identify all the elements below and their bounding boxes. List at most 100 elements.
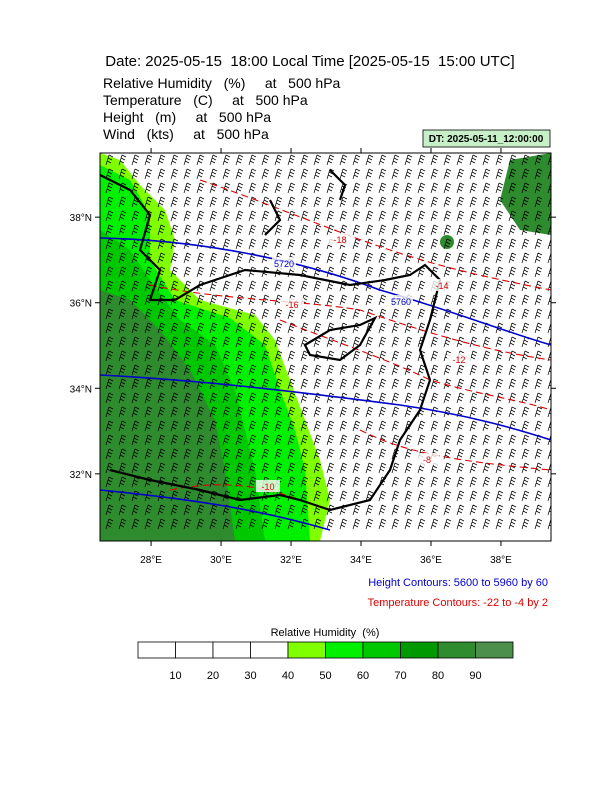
wind-barb [352, 238, 361, 250]
wind-barb [105, 196, 114, 208]
wind-barb [131, 350, 140, 362]
wind-barb [352, 504, 361, 516]
wind-barb [157, 168, 166, 180]
wind-barb [469, 182, 478, 194]
wind-barb [183, 434, 192, 446]
wind-barb [534, 168, 543, 180]
wind-barb [118, 336, 127, 348]
wind-barb [339, 490, 348, 502]
wind-barb [144, 392, 153, 404]
wind-barb [547, 504, 551, 516]
wind-barb [404, 196, 413, 208]
wind-barb [430, 434, 439, 446]
wind-barb [170, 504, 179, 516]
wind-barb [339, 406, 348, 418]
wind-barb [534, 252, 543, 264]
wind-barb [313, 322, 322, 334]
wind-barb [508, 252, 517, 264]
wind-barb [222, 406, 231, 418]
wind-barb [144, 336, 153, 348]
wind-barb [469, 420, 478, 432]
wind-barb [235, 420, 244, 432]
wind-barb [443, 154, 452, 166]
colorbar-label: 90 [469, 670, 481, 682]
wind-barb [430, 224, 439, 236]
wind-barb [404, 168, 413, 180]
wind-barb [287, 322, 296, 334]
wind-barb [287, 196, 296, 208]
wind-barb [508, 308, 517, 320]
wind-barb [118, 434, 127, 446]
wind-barb [222, 518, 231, 530]
wind-barb [547, 308, 551, 320]
wind-barb [365, 266, 374, 278]
wind-barb [274, 224, 283, 236]
wind-barb [235, 252, 244, 264]
contour-label: -8 [423, 455, 431, 465]
wind-barb [430, 322, 439, 334]
wind-barb [365, 504, 374, 516]
wind-barb [222, 196, 231, 208]
wind-barb [352, 154, 361, 166]
wind-barb [183, 210, 192, 222]
colorbar-box [137, 641, 176, 659]
wind-barb [534, 238, 543, 250]
wind-barb [144, 196, 153, 208]
wind-barb [313, 266, 322, 278]
wind-barb [534, 196, 543, 208]
wind-barb [118, 294, 127, 306]
wind-barb [404, 392, 413, 404]
wind-barb [261, 378, 270, 390]
wind-barb [131, 252, 140, 264]
wind-barb [534, 210, 543, 222]
wind-barb [300, 350, 309, 362]
wind-barb [339, 420, 348, 432]
wind-barb [235, 518, 244, 530]
wind-barb [352, 210, 361, 222]
dt-label: DT: 2025-05-11_12:00:00 [429, 134, 544, 145]
wind-barb [248, 434, 257, 446]
wind-barb [326, 378, 335, 390]
wind-barb [378, 168, 387, 180]
wind-barb [391, 238, 400, 250]
wind-barb [469, 154, 478, 166]
wind-barb [404, 182, 413, 194]
wind-barb [326, 518, 335, 530]
wind-barb [326, 392, 335, 404]
wind-barb [209, 294, 218, 306]
wind-barb [534, 504, 543, 516]
wind-barb [378, 322, 387, 334]
wind-barb [209, 322, 218, 334]
y-tick-label: 36°N [70, 299, 92, 310]
wind-barb [404, 420, 413, 432]
wind-barb [456, 364, 465, 376]
wind-barb [482, 476, 491, 488]
wind-barb [144, 266, 153, 278]
wind-barb [508, 238, 517, 250]
wind-barb [274, 378, 283, 390]
wind-barb [417, 308, 426, 320]
wind-barb [274, 210, 283, 222]
wind-barb [300, 336, 309, 348]
wind-barb [417, 168, 426, 180]
wind-barb [196, 266, 205, 278]
wind-barb [157, 406, 166, 418]
wind-barb [482, 518, 491, 530]
wind-barb [378, 434, 387, 446]
colorbar-label: 30 [244, 670, 256, 682]
wind-barb [352, 252, 361, 264]
wind-barb [196, 462, 205, 474]
wind-barb [326, 182, 335, 194]
wind-barb [222, 252, 231, 264]
wind-barb [144, 518, 153, 530]
wind-barb [235, 308, 244, 320]
wind-barb [417, 182, 426, 194]
contour-label: -10 [261, 482, 274, 492]
wind-barb [508, 196, 517, 208]
x-tick-label: 34°E [350, 555, 372, 566]
wind-barb [469, 266, 478, 278]
wind-barb [287, 406, 296, 418]
wind-barb [300, 182, 309, 194]
wind-barb [508, 476, 517, 488]
wind-barb [378, 294, 387, 306]
